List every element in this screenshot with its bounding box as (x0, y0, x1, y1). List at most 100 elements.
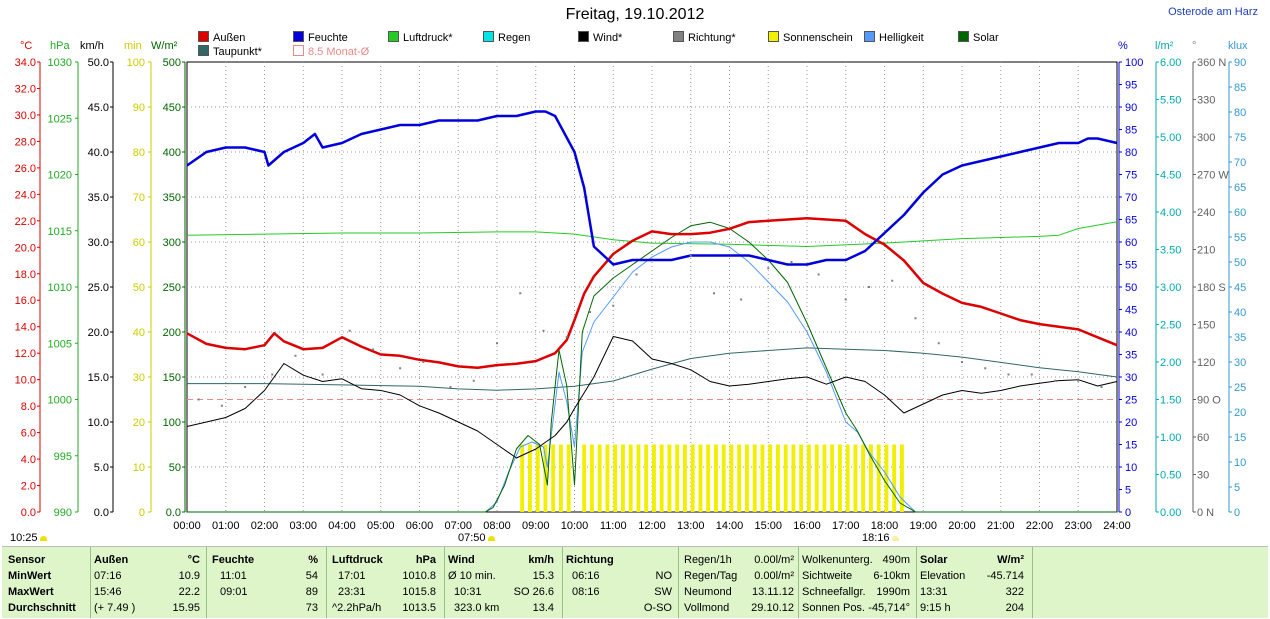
hum-axis-unit: % (1118, 40, 1128, 52)
x-tick-label: 24:00 (1103, 520, 1131, 532)
location-label: Osterode am Harz (1168, 6, 1258, 18)
temp-tick-label: 12.0 (15, 348, 36, 360)
solar-tick-label: 100 (163, 417, 181, 429)
rain-tick-label: 6.00 (1160, 57, 1181, 69)
sunshine-bar (714, 444, 718, 512)
direction-point (767, 267, 770, 270)
direction-point (817, 273, 820, 276)
sunshine-bar (613, 444, 618, 512)
sunshine-bar (752, 444, 757, 512)
series-light (187, 241, 1117, 513)
lux-tick-label: 85 (1234, 82, 1246, 94)
series-temp (186, 216, 1118, 369)
legend-label: Regen (498, 32, 531, 44)
hum-tick-label: 35 (1125, 350, 1137, 362)
sunset-icon (891, 536, 899, 541)
legend-swatch (958, 31, 969, 42)
direction-point (612, 304, 615, 307)
sunshine-bar (690, 444, 695, 512)
legend-swatch (198, 45, 209, 56)
sunshine-bar (706, 444, 711, 512)
legend-item: 8.5 Monat-Ø (293, 45, 369, 58)
dir-tick-label: 60 (1197, 432, 1209, 444)
direction-point (844, 298, 847, 301)
temp-tick-label: 4.0 (21, 454, 36, 466)
temp-tick-label: 30.0 (15, 110, 36, 122)
lux-tick-label: 90 (1234, 57, 1246, 69)
x-tick-label: 03:00 (289, 520, 317, 532)
legend-item: Regen (483, 31, 530, 44)
dir-tick-label: 90 O (1197, 395, 1221, 407)
weather-chart: 00:00 01:00 02:00 03:00 04:00 05:00 06:00 07:00… (15, 57, 1247, 532)
hum-tick-label: 0 (1125, 507, 1131, 519)
col-wind: Wind km/h Ø 10 min. 15.3 10:31 SO 26.6 3… (448, 554, 554, 614)
series-dew (187, 347, 1118, 391)
sun-axis-unit: min (124, 40, 142, 52)
hum-tick-label: 55 (1125, 260, 1137, 272)
dir-tick-label: 270 W (1197, 170, 1229, 182)
dir-tick-label: 180 S (1197, 282, 1226, 294)
sunshine-bar (783, 444, 788, 512)
lux-tick-label: 60 (1234, 207, 1246, 219)
x-tick-label: 13:00 (677, 520, 705, 532)
legend-label: Richtung* (688, 32, 736, 44)
chart-title: Freitag, 19.10.2012 (565, 6, 705, 23)
press-tick-label: 1000 (48, 395, 72, 407)
sunshine-bar (590, 444, 594, 512)
rain-tick-label: 1.50 (1160, 395, 1181, 407)
solar-tick-label: 200 (163, 327, 181, 339)
lux-tick-label: 40 (1234, 307, 1246, 319)
dir-tick-label: 0 N (1197, 507, 1214, 519)
temp-tick-label: 20.0 (15, 242, 36, 254)
direction-point (294, 354, 297, 357)
sunshine-bar (520, 444, 525, 512)
sunshine-bar (551, 444, 556, 512)
sun-tick-label: 50 (133, 282, 145, 294)
temp-tick-label: 0.0 (21, 507, 36, 519)
sunshine-bar (830, 444, 835, 512)
sunshine-bar (900, 444, 904, 512)
sun-tick-label: 80 (133, 147, 145, 159)
sun-tick-label: 60 (133, 237, 145, 249)
rain-tick-label: 1.00 (1160, 432, 1181, 444)
dir-tick-label: 240 (1197, 207, 1215, 219)
direction-point (472, 379, 475, 382)
sunshine-bar (729, 444, 734, 512)
wind-tick-label: 25.0 (88, 282, 109, 294)
legend-label: 8.5 Monat-Ø (308, 46, 370, 58)
press-tick-label: 995 (54, 451, 72, 463)
direction-point (565, 336, 568, 338)
wind-tick-label: 50.0 (88, 57, 109, 69)
sunshine-bar (845, 444, 850, 512)
direction-point (542, 329, 545, 332)
solar-tick-label: 400 (163, 147, 181, 159)
direction-point (984, 367, 987, 370)
press-tick-label: 1020 (48, 170, 72, 182)
x-tick-label: 10:00 (561, 520, 589, 532)
wind-tick-label: 5.0 (94, 462, 109, 474)
direction-point (271, 373, 274, 376)
direction-point (399, 367, 402, 370)
series-hum (186, 110, 1118, 266)
sunshine-bar (745, 444, 749, 512)
legend-item: Solar (958, 31, 999, 44)
x-tick-label: 08:00 (483, 520, 511, 532)
lux-tick-label: 65 (1234, 182, 1246, 194)
sunshine-bar (814, 444, 819, 512)
lux-tick-label: 70 (1234, 157, 1246, 169)
solar-tick-label: 450 (163, 102, 181, 114)
rain-tick-label: 0.50 (1160, 470, 1181, 482)
lux-tick-label: 30 (1234, 357, 1246, 369)
legend-item: Luftdruck* (388, 31, 453, 44)
legend-swatch (293, 45, 304, 56)
temp-tick-label: 6.0 (21, 428, 36, 440)
sunshine-bar (683, 444, 687, 512)
hum-tick-label: 15 (1125, 440, 1137, 452)
direction-point (713, 292, 715, 295)
direction-point (662, 242, 665, 245)
lux-tick-label: 35 (1234, 332, 1246, 344)
direction-point (891, 279, 894, 282)
legend-label: Solar (973, 32, 999, 44)
legend-item: Richtung* (673, 31, 736, 44)
legend-item: Sonnenschein (768, 31, 853, 44)
